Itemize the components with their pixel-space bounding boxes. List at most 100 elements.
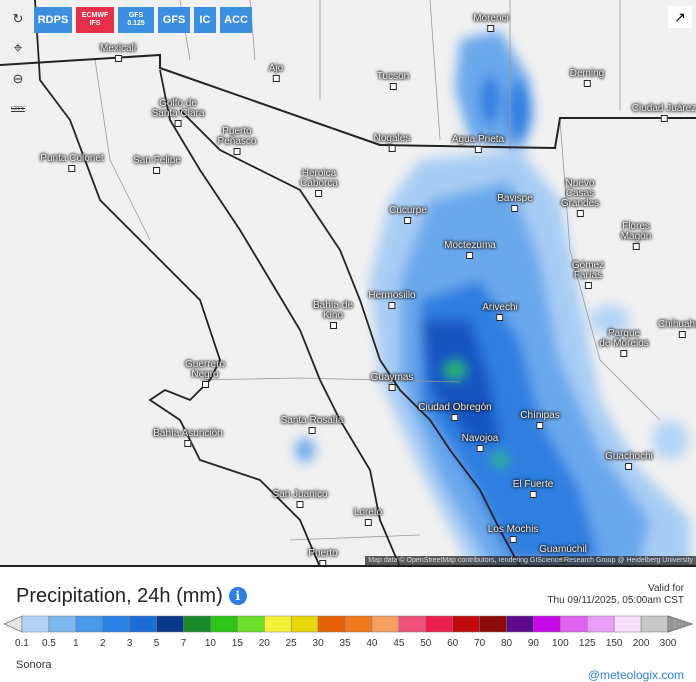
scale-tick-label: 2 bbox=[99, 638, 106, 649]
city-label: Ajo bbox=[269, 64, 283, 82]
scale-tick-label: 20 bbox=[258, 638, 270, 649]
scale-swatch bbox=[371, 615, 400, 633]
city-label: Punta Colonet bbox=[40, 154, 103, 172]
city-label: Guaymas bbox=[371, 373, 414, 391]
city-label: Puerto bbox=[308, 549, 337, 565]
model-button-ic[interactable]: IC bbox=[194, 7, 216, 33]
city-label: Gómez Farías bbox=[572, 261, 604, 289]
valid-time: Valid for Thu 09/11/2025, 05:00am CST bbox=[547, 583, 684, 607]
city-label: Parque de Morelos bbox=[599, 329, 648, 357]
model-selector: RDPS ECMWF IFS GFS 0.125 GFS IC ACC bbox=[34, 7, 252, 33]
scale-tick-label: 30 bbox=[312, 638, 324, 649]
city-label: San Felipe bbox=[133, 156, 181, 174]
scale-swatch bbox=[425, 615, 453, 633]
scale-swatch bbox=[156, 615, 184, 633]
scale-tick-label: 60 bbox=[447, 638, 459, 649]
city-label: Ciudad Obregón bbox=[418, 403, 491, 421]
scale-tick-label: 125 bbox=[578, 638, 596, 649]
city-label: Bahía de Kino bbox=[313, 301, 353, 329]
scale-tick-label: 50 bbox=[420, 638, 432, 649]
scale-tick-label: 7 bbox=[180, 638, 187, 649]
city-label: Los Mochis bbox=[488, 525, 539, 543]
map-attribution: Map data © OpenStreetMap contributors, r… bbox=[365, 556, 696, 565]
city-label: Cucurpe bbox=[389, 206, 427, 224]
city-label: Heroica Caborca bbox=[300, 169, 338, 197]
legend-title: Precipitation, 24h (mm) i bbox=[16, 585, 247, 608]
scale-tick-label: 0.1 bbox=[15, 638, 29, 649]
scale-swatch bbox=[613, 615, 642, 633]
valid-time-value: Thu 09/11/2025, 05:00am CST bbox=[547, 595, 684, 606]
scale-tick-label: 300 bbox=[659, 638, 677, 649]
scale-swatch bbox=[317, 615, 346, 633]
scale-tick-label: 35 bbox=[339, 638, 351, 649]
city-label: San Juanico bbox=[272, 490, 327, 508]
scale-swatch bbox=[344, 615, 373, 633]
city-label: Moctezuma bbox=[444, 241, 496, 259]
model-button-acc[interactable]: ACC bbox=[220, 7, 252, 33]
city-label: Nogales bbox=[374, 134, 411, 152]
scale-swatch bbox=[533, 615, 561, 633]
scale-tick-label: 150 bbox=[605, 638, 623, 649]
zoom-out-icon[interactable]: ⊖ bbox=[4, 66, 32, 92]
scale-swatch bbox=[102, 615, 130, 633]
color-scale bbox=[4, 615, 694, 633]
city-label: Bahía Asunción bbox=[153, 429, 223, 447]
scale-swatch bbox=[210, 615, 238, 633]
model-button-gfs-0125[interactable]: GFS 0.125 bbox=[118, 7, 154, 33]
scale-tick-label: 40 bbox=[366, 638, 378, 649]
scale-swatch bbox=[398, 615, 427, 633]
scale-swatch bbox=[640, 615, 669, 633]
city-label: Golfo de Santa Clara bbox=[152, 99, 205, 127]
precipitation-map[interactable]: Mexicali Morenci Ajo Tucson Deming Ciudad Juá… bbox=[0, 0, 696, 567]
model-button-gfs[interactable]: GFS bbox=[158, 7, 190, 33]
model-button-rdps[interactable]: RDPS bbox=[34, 7, 72, 33]
city-label: Morenci bbox=[473, 14, 509, 32]
scale-swatch bbox=[129, 615, 157, 633]
scale-tick-label: 10 bbox=[204, 638, 216, 649]
scale-tick-label: 90 bbox=[527, 638, 539, 649]
scale-swatch bbox=[183, 615, 211, 633]
scale-swatch bbox=[237, 615, 265, 633]
scale-swatch bbox=[506, 615, 534, 633]
info-icon[interactable]: i bbox=[228, 587, 247, 605]
brand-link[interactable]: @meteologix.com bbox=[587, 668, 684, 682]
scale-tick-label: 45 bbox=[393, 638, 405, 649]
scale-swatch bbox=[290, 615, 319, 633]
scale-tick-label: 15 bbox=[231, 638, 243, 649]
precipitation-layer bbox=[295, 30, 690, 565]
scale-tick-label: 100 bbox=[551, 638, 569, 649]
city-label: Agua Prieta bbox=[452, 135, 504, 153]
color-scale-ticks: 0.1 0.5 1 2 3 5 7 10 15 20 25 30 35 40 45 50 60 70 80 90 100… bbox=[0, 638, 696, 652]
scale-tick-label: 200 bbox=[632, 638, 650, 649]
scale-tick-label: 70 bbox=[474, 638, 486, 649]
map-pin-icon[interactable]: ⌖ bbox=[4, 36, 32, 62]
scale-tick-label: 1 bbox=[73, 638, 79, 649]
scale-tick-label: 5 bbox=[153, 638, 160, 649]
city-label: Santa Rosalía bbox=[281, 416, 344, 434]
city-label: Guachochi bbox=[605, 452, 653, 470]
city-label: Guamúchil bbox=[539, 545, 587, 563]
city-label: Deming bbox=[570, 69, 604, 87]
scale-tick-label: 0.5 bbox=[41, 638, 56, 649]
city-label: Tucson bbox=[377, 72, 409, 90]
city-label: Puerto Peñasco bbox=[218, 127, 257, 155]
city-label: Navojoa bbox=[462, 434, 499, 452]
city-label: Chihuahua bbox=[658, 320, 696, 338]
valid-label: Valid for bbox=[648, 583, 684, 594]
city-toggle-button[interactable]: CITY bbox=[4, 96, 32, 122]
scale-tick-label: 3 bbox=[126, 638, 133, 649]
region-label: Sonora bbox=[16, 659, 52, 671]
scale-swatch bbox=[479, 615, 507, 633]
legend-title-text: Precipitation, 24h (mm) bbox=[16, 585, 223, 607]
city-label: Nuevo Casas Grandes bbox=[561, 179, 599, 217]
model-button-ecmwf-ifs[interactable]: ECMWF IFS bbox=[76, 7, 114, 33]
city-label: Guerrero Negro bbox=[185, 360, 225, 388]
refresh-icon[interactable]: ↻ bbox=[4, 6, 32, 32]
share-icon[interactable]: ↗ bbox=[668, 6, 692, 28]
scale-swatch bbox=[452, 615, 480, 633]
scale-over-arrow bbox=[667, 615, 694, 633]
city-label: Bavispe bbox=[497, 194, 533, 212]
city-label: Chínipas bbox=[520, 411, 559, 429]
city-label: Mexicali bbox=[100, 44, 136, 62]
scale-swatch bbox=[21, 615, 50, 633]
